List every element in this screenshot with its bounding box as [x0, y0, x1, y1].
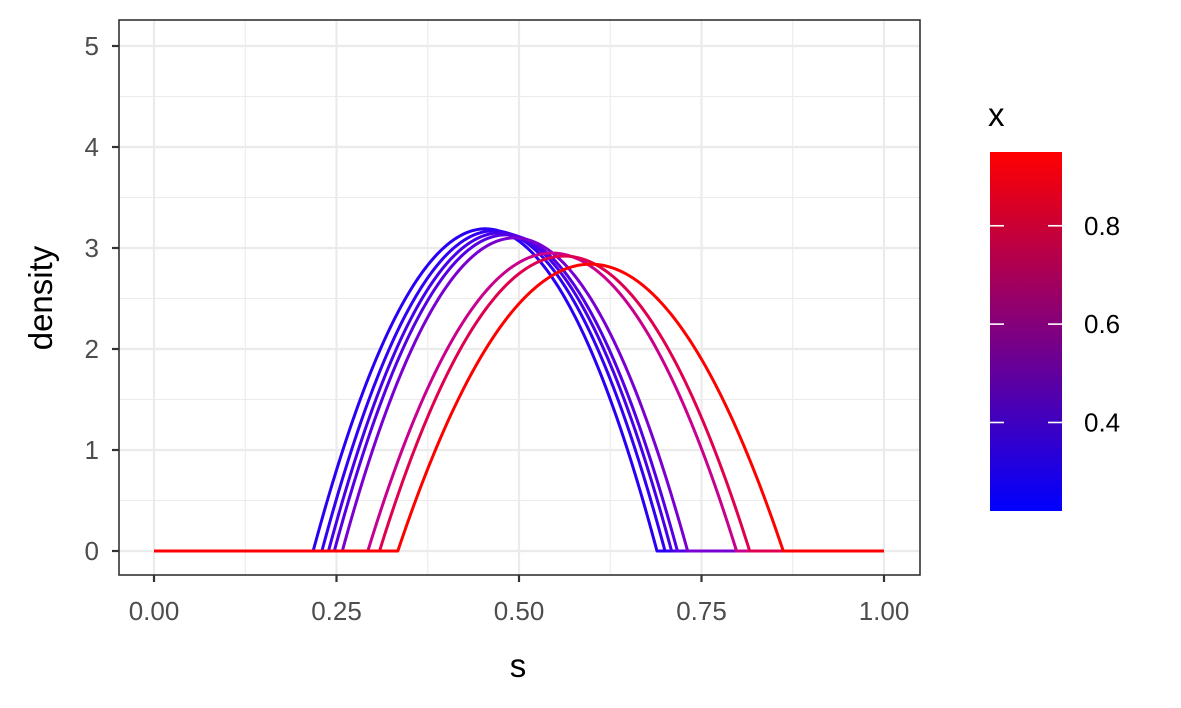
- colorbar: [990, 152, 1062, 511]
- colorbar-tick-label: 0.4: [1084, 407, 1120, 437]
- density-line: [154, 231, 884, 553]
- y-tick-label: 0: [85, 536, 99, 566]
- color-legend: x 0.4 0.6 0.8: [988, 96, 1120, 511]
- y-tick-label: 2: [85, 334, 99, 364]
- legend-title: x: [988, 96, 1005, 133]
- x-tick-label: 0.25: [311, 596, 362, 626]
- density-line: [154, 262, 884, 553]
- density-line: [154, 233, 884, 553]
- y-tick-label: 1: [85, 435, 99, 465]
- colorbar-tick-label: 0.6: [1084, 309, 1120, 339]
- colorbar-ticks: 0.4 0.6 0.8: [990, 211, 1120, 437]
- density-line: [154, 254, 884, 553]
- major-gridlines: [119, 20, 920, 575]
- y-tick-label: 3: [85, 233, 99, 263]
- density-line: [154, 227, 884, 553]
- y-tick-label: 5: [85, 31, 99, 61]
- density-line: [154, 251, 884, 553]
- x-tick-label: 0.00: [129, 596, 180, 626]
- x-axis-title: s: [510, 647, 527, 684]
- x-tick-label: 0.50: [494, 596, 545, 626]
- y-tick-label: 4: [85, 132, 99, 162]
- colorbar-tick-label: 0.8: [1084, 211, 1120, 241]
- density-line: [154, 229, 884, 553]
- x-tick-label: 0.75: [676, 596, 727, 626]
- y-axis: 0 1 2 3 4 5: [85, 31, 119, 566]
- x-tick-label: 1.00: [859, 596, 910, 626]
- y-axis-title: density: [22, 245, 59, 350]
- series-lines: [154, 227, 884, 553]
- density-line: [154, 236, 884, 553]
- x-axis: 0.00 0.25 0.50 0.75 1.00: [129, 575, 910, 626]
